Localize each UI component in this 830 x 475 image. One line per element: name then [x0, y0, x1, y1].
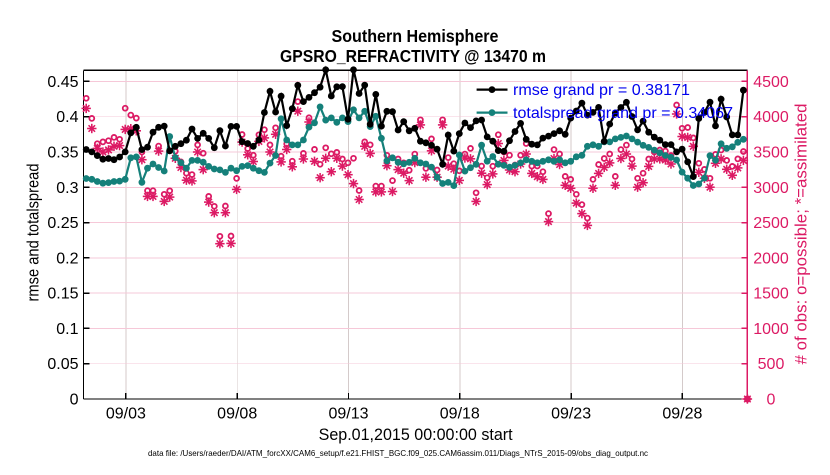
svg-text:09/08: 09/08	[217, 406, 257, 423]
svg-text:Sep.01,2015 00:00:00 start: Sep.01,2015 00:00:00 start	[319, 425, 513, 444]
svg-text:rmse and totalspread: rmse and totalspread	[24, 164, 43, 302]
svg-text:2500: 2500	[753, 215, 789, 232]
svg-text:4000: 4000	[753, 109, 789, 126]
svg-text:500: 500	[758, 356, 785, 373]
svg-text:1500: 1500	[753, 286, 789, 303]
svg-text:0.45: 0.45	[47, 74, 78, 91]
svg-text:0.35: 0.35	[47, 145, 78, 162]
svg-text:0.15: 0.15	[47, 286, 78, 303]
svg-text:1000: 1000	[753, 321, 789, 338]
svg-text:09/18: 09/18	[440, 406, 480, 423]
svg-text:3000: 3000	[753, 180, 789, 197]
svg-text:0.2: 0.2	[56, 250, 78, 267]
svg-text:09/13: 09/13	[328, 406, 368, 423]
svg-text:09/23: 09/23	[551, 406, 591, 423]
svg-text:3500: 3500	[753, 145, 789, 162]
svg-text:09/03: 09/03	[106, 406, 146, 423]
svg-text:09/28: 09/28	[662, 406, 702, 423]
svg-text:0.3: 0.3	[56, 180, 78, 197]
svg-text:0.4: 0.4	[56, 109, 78, 126]
svg-text:# of obs: o=possible; *=assimi: # of obs: o=possible; *=assimilated	[792, 104, 811, 365]
svg-text:rmse grand pr = 0.38171: rmse grand pr = 0.38171	[513, 82, 690, 99]
svg-text:0.05: 0.05	[47, 356, 78, 373]
svg-text:data file: /Users/raeder/DAI/A: data file: /Users/raeder/DAI/ATM_forcXX/…	[148, 448, 649, 458]
svg-text:0: 0	[767, 392, 776, 409]
svg-text:0.1: 0.1	[56, 321, 78, 338]
svg-text:4500: 4500	[753, 74, 789, 91]
svg-text:0: 0	[70, 392, 79, 409]
svg-text:0.25: 0.25	[47, 215, 78, 232]
svg-text:GPSRO_REFRACTIVITY @ 13470 m: GPSRO_REFRACTIVITY @ 13470 m	[280, 46, 546, 66]
svg-text:2000: 2000	[753, 250, 789, 267]
svg-text:Southern Hemisphere: Southern Hemisphere	[332, 26, 499, 46]
svg-text:totalspread grand pr = 0.34067: totalspread grand pr = 0.34067	[513, 105, 733, 122]
